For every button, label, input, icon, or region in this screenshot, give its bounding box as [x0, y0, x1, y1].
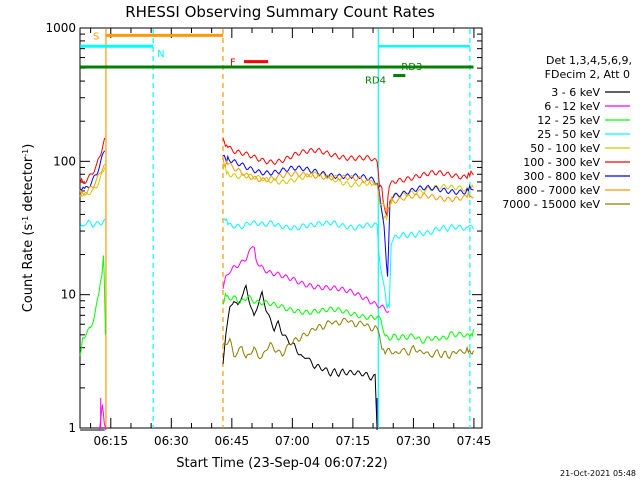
legend-label: 25 - 50 keV: [537, 128, 600, 141]
y-tick-label: 1000: [45, 21, 76, 35]
series-line: [222, 157, 474, 210]
legend-label: 3 - 6 keV: [551, 86, 600, 99]
series-line: [79, 164, 106, 198]
series-line: [222, 283, 378, 431]
series-line: [79, 218, 106, 228]
legend: Det 1,3,4,5,6,9, FDecim 2, Att 0 3 - 6 k…: [502, 54, 632, 211]
legend-label: 12 - 25 keV: [537, 114, 600, 127]
series-line: [79, 137, 106, 185]
x-tick-label: 07:45: [457, 434, 492, 448]
series-8: [222, 317, 474, 360]
legend-header-line-2: FDecim 2, Att 0: [545, 68, 630, 81]
chart-title: RHESSI Observing Summary Count Rates: [125, 3, 435, 21]
y-axis: 1 10 100 1000: [45, 21, 482, 435]
x-tick-label: 07:00: [275, 434, 310, 448]
series-line: [222, 292, 474, 344]
x-tick-label: 06:15: [93, 434, 128, 448]
legend-header-line-1: Det 1,3,4,5,6,9,: [546, 54, 632, 67]
series-6: [79, 150, 474, 277]
plot-frame: [79, 27, 483, 429]
generated-timestamp: 21-Oct-2021 05:48: [560, 469, 636, 478]
x-tick-label: 06:45: [215, 434, 250, 448]
legend-label: 100 - 300 keV: [523, 156, 600, 169]
y-axis-label: Count Rate (s-1 detector-1): [21, 144, 37, 313]
series-line: [79, 255, 106, 356]
series-3: [79, 217, 474, 309]
series-line: [79, 150, 106, 191]
x-axis-label: Start Time (23-Sep-04 06:07:22): [176, 456, 387, 471]
series-line: [222, 154, 474, 277]
series-line: [222, 245, 390, 313]
annotation-label: N: [157, 49, 164, 60]
series-line: [222, 138, 474, 218]
series-lines: [79, 137, 474, 431]
series-line: [222, 217, 474, 309]
y-tick-label: 10: [61, 288, 76, 302]
series-5: [79, 137, 474, 218]
y-tick-label: 100: [53, 154, 76, 168]
x-tick-label: 06:30: [154, 434, 189, 448]
series-line: [99, 404, 107, 431]
series-1: [99, 245, 390, 431]
annotation-label: RD4: [365, 76, 386, 87]
legend-label: 50 - 100 keV: [530, 142, 600, 155]
annotation-label: RD3: [401, 62, 422, 73]
legend-label: 800 - 7000 keV: [516, 184, 600, 197]
legend-label: 7000 - 15000 keV: [502, 198, 600, 211]
series-line: [79, 167, 106, 198]
x-axis: 06:15 06:30 06:45 07:00 07:15 07:30 07:45: [90, 28, 492, 448]
annotation-label: F: [230, 58, 236, 69]
annotations: S N F RD3 RD4: [80, 31, 474, 87]
series-7: [79, 157, 474, 210]
x-tick-label: 07:30: [396, 434, 431, 448]
x-tick-label: 07:15: [336, 434, 371, 448]
series-2: [79, 255, 474, 356]
y-tick-label: 1: [68, 421, 76, 435]
series-line: [222, 317, 474, 360]
series-0: [80, 283, 378, 431]
legend-label: 6 - 12 keV: [544, 100, 600, 113]
event-lines: [100, 29, 471, 428]
annotation-label: S: [93, 31, 99, 42]
series-4: [79, 165, 474, 221]
legend-label: 300 - 800 keV: [523, 170, 600, 183]
